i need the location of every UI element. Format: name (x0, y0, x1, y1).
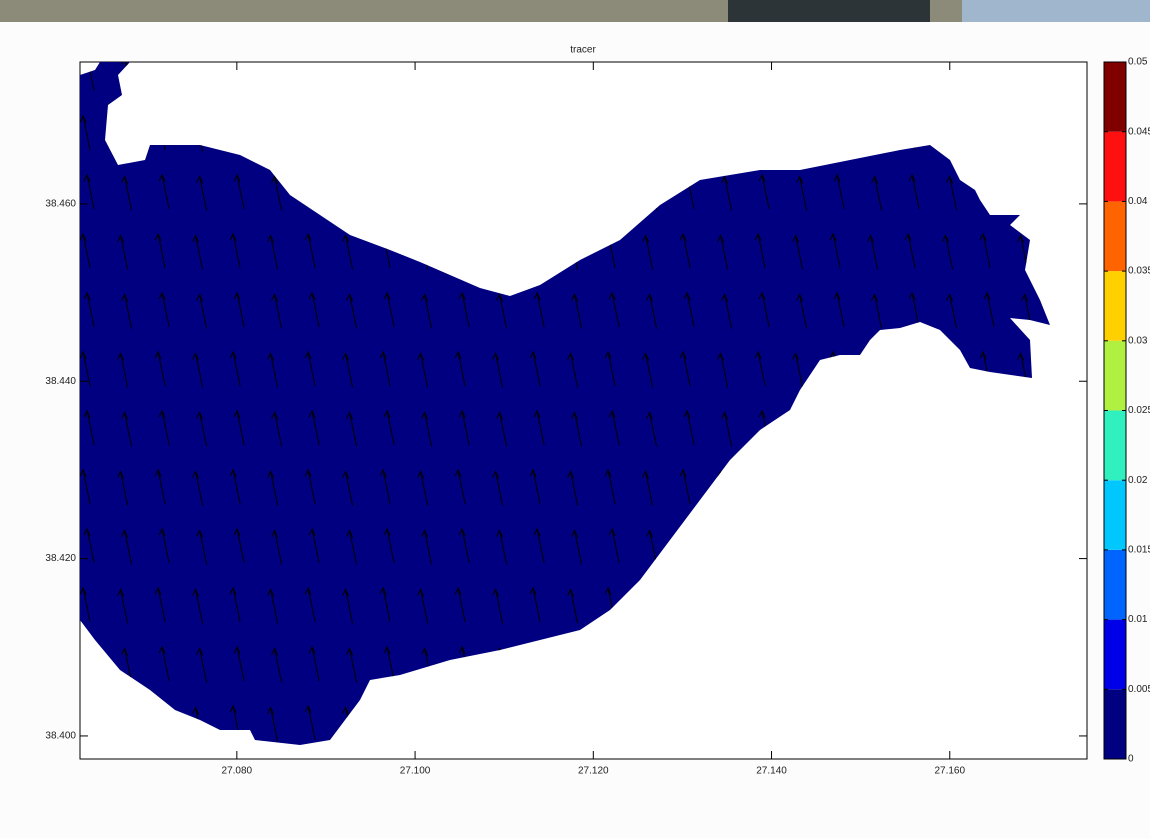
colorbar-band (1104, 411, 1126, 481)
colorbar-tick-label: 0.035 (1128, 266, 1150, 277)
colorbar-tick-label: 0.02 (1128, 475, 1148, 486)
y-tick-label: 38.440 (45, 376, 76, 387)
colorbar-band (1104, 271, 1126, 341)
colorbar-band (1104, 201, 1126, 271)
x-tick-label: 27.160 (934, 766, 965, 777)
colorbar-band (1104, 620, 1126, 690)
desktop-image (962, 0, 1150, 22)
x-tick-label: 27.140 (756, 766, 787, 777)
colorbar-tick-label: 0.045 (1128, 126, 1150, 137)
desktop-image (728, 0, 930, 22)
colorbar-tick-label: 0.03 (1128, 335, 1148, 346)
x-tick-label: 27.080 (222, 766, 253, 777)
figure: tracer 27.080 27.100 27.120 27.140 27.160 38.… (0, 0, 1150, 838)
page: tracer 27.080 27.100 27.120 27.140 27.160 38.… (0, 0, 1150, 838)
colorbar-band (1104, 132, 1126, 202)
colorbar-tick-label: 0.01 (1128, 614, 1148, 625)
colorbar-band (1104, 550, 1126, 620)
colorbar-tick-label: 0.04 (1128, 196, 1148, 207)
y-tick-label: 38.420 (45, 553, 76, 564)
colorbar-band (1104, 62, 1126, 132)
x-tick-label: 27.100 (400, 766, 431, 777)
y-tick-label: 38.460 (45, 199, 76, 210)
y-tick-label: 38.400 (45, 731, 76, 742)
colorbar-band (1104, 341, 1126, 411)
colorbar-tick-label: 0.025 (1128, 405, 1150, 416)
colorbar-band (1104, 480, 1126, 550)
colorbar-tick-label: 0.05 (1128, 57, 1148, 68)
colorbar-tick-label: 0 (1128, 754, 1134, 765)
x-tick-label: 27.120 (578, 766, 609, 777)
colorbar-band (1104, 689, 1126, 759)
chart-title: tracer (570, 45, 596, 56)
colorbar-tick-label: 0.015 (1128, 545, 1150, 556)
colorbar-tick-label: 0.005 (1128, 684, 1150, 695)
